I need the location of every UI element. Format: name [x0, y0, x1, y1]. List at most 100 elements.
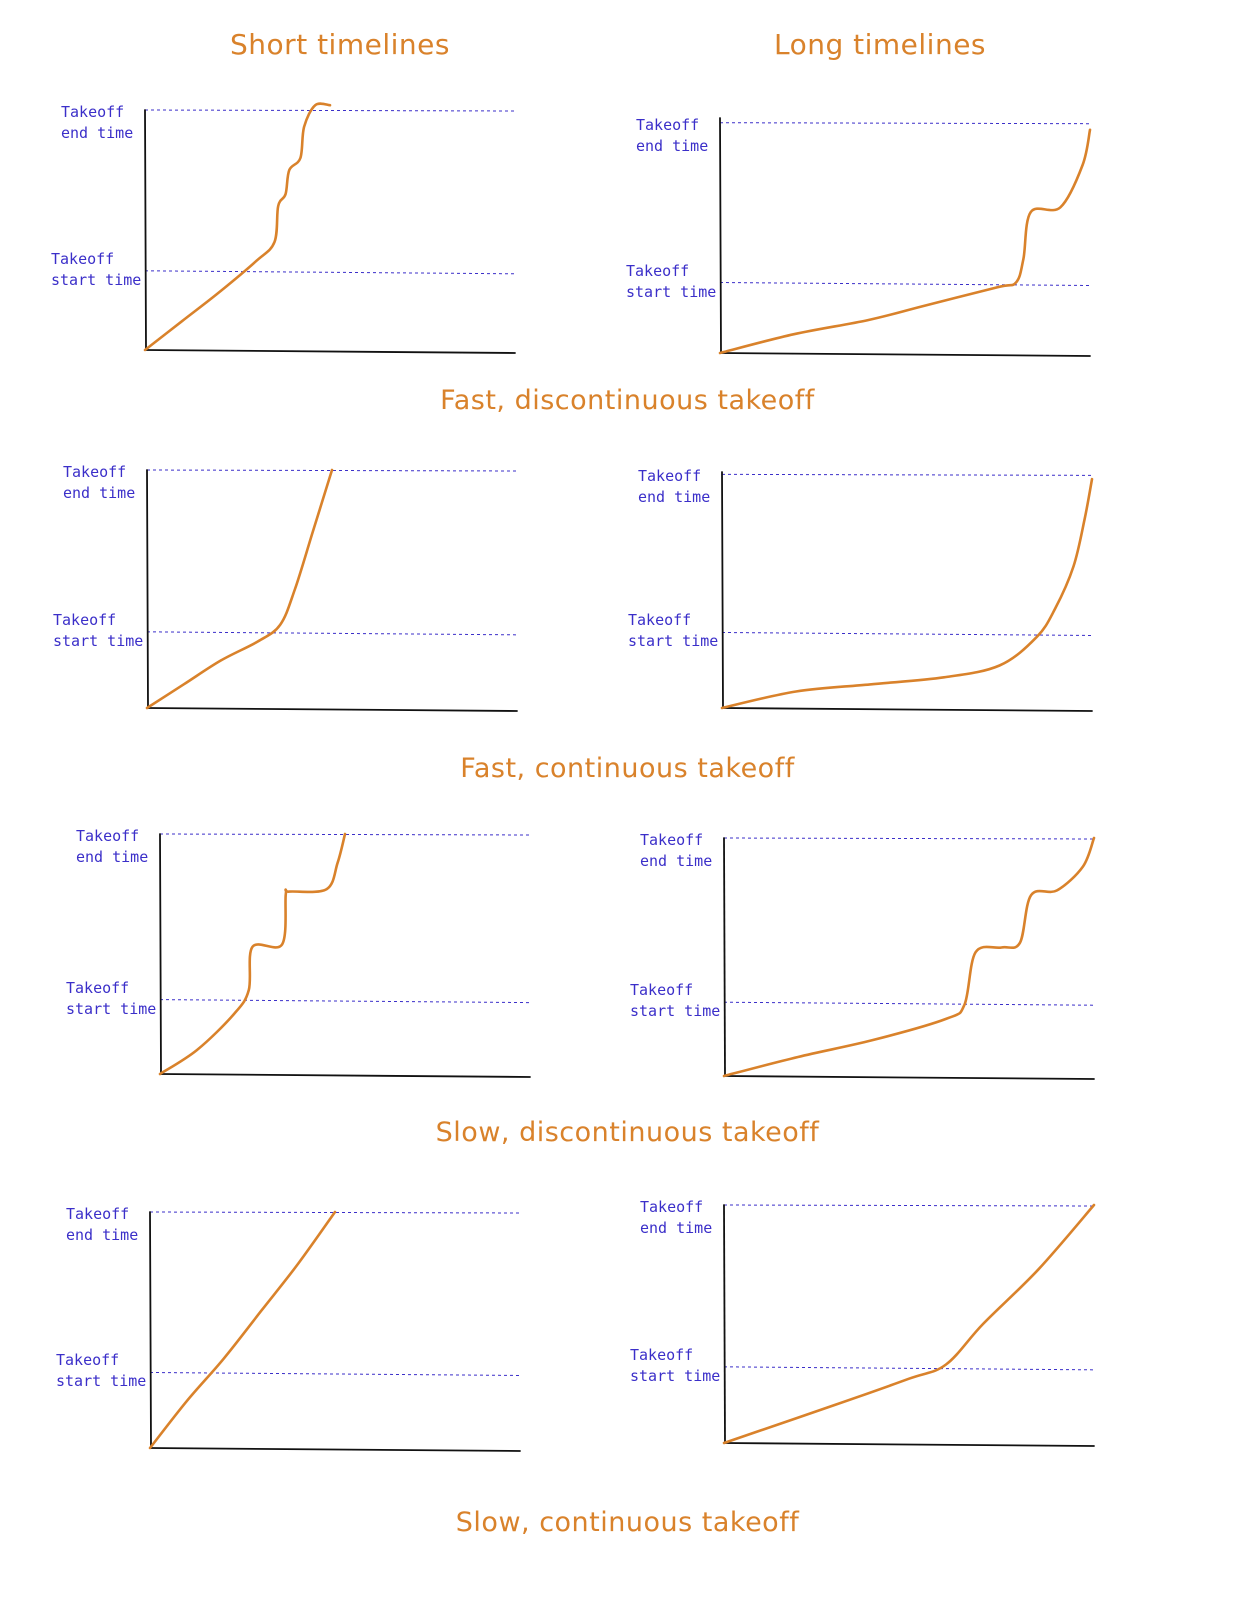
takeoff-curve	[718, 128, 1092, 355]
x-axis	[721, 707, 1093, 712]
label-line: start time	[53, 631, 144, 650]
takeoff-end-time-label: Takeoff end time	[640, 1197, 712, 1239]
takeoff-start-dashed-line	[723, 1366, 1095, 1371]
label-line: Takeoff	[51, 249, 115, 268]
takeoff-end-dashed-line	[719, 122, 1091, 125]
takeoff-start-time-label: Takeoff start time	[626, 261, 716, 303]
label-line: Takeoff	[626, 261, 690, 280]
takeoff-curve	[158, 832, 347, 1076]
takeoff-end-time-label: Takeoff end time	[640, 830, 712, 872]
y-axis	[146, 469, 149, 709]
column-header-long: Long timelines	[773, 28, 987, 61]
takeoff-start-time-label: Takeoff start time	[630, 1345, 720, 1387]
label-line: start time	[630, 1366, 721, 1385]
takeoff-start-time-label: Takeoff start time	[56, 1350, 146, 1392]
label-line: end time	[638, 488, 711, 507]
row-title-fast-discontinuous: Fast, discontinuous takeoff	[440, 385, 815, 416]
label-line: Takeoff	[66, 978, 130, 997]
x-axis	[144, 349, 516, 354]
takeoff-end-time-label: Takeoff end time	[61, 102, 133, 144]
y-axis	[723, 837, 726, 1077]
y-axis	[144, 109, 147, 351]
row-title-slow-discontinuous: Slow, discontinuous takeoff	[435, 1117, 820, 1148]
takeoff-end-dashed-line	[149, 1211, 521, 1214]
takeoff-end-time-label: Takeoff end time	[636, 115, 708, 157]
x-axis	[146, 707, 518, 712]
label-line: end time	[640, 852, 713, 870]
takeoff-end-time-label: Takeoff end time	[66, 1204, 138, 1246]
label-line: end time	[640, 1219, 713, 1237]
column-header-short: Short timelines	[230, 28, 450, 61]
takeoff-chart-3	[145, 468, 518, 712]
x-axis	[149, 1447, 521, 1452]
y-axis	[159, 833, 162, 1075]
takeoff-start-time-label: Takeoff start time	[53, 610, 143, 652]
x-axis	[723, 1075, 1095, 1080]
x-axis	[159, 1073, 531, 1078]
y-axis	[721, 471, 724, 709]
takeoff-chart-7	[148, 1210, 521, 1452]
takeoff-start-time-label: Takeoff start time	[628, 610, 718, 652]
takeoff-end-dashed-line	[721, 473, 1093, 476]
takeoff-curve	[722, 1203, 1096, 1445]
label-line: Takeoff	[53, 610, 117, 629]
label-line: Takeoff	[61, 103, 125, 121]
x-axis	[723, 1442, 1095, 1447]
label-line: start time	[66, 999, 157, 1018]
takeoff-end-dashed-line	[146, 469, 518, 472]
takeoff-start-time-label: Takeoff start time	[51, 249, 141, 291]
label-line: Takeoff	[76, 827, 140, 845]
takeoff-curve	[148, 1210, 337, 1450]
label-line: end time	[61, 124, 134, 142]
label-line: start time	[630, 1002, 721, 1021]
label-line: Takeoff	[56, 1351, 120, 1370]
takeoff-curve	[143, 102, 332, 352]
label-line: start time	[626, 282, 717, 301]
y-axis	[723, 1204, 726, 1444]
takeoff-chart-1	[143, 102, 516, 354]
takeoff-curve	[145, 468, 334, 710]
label-line: Takeoff	[63, 463, 127, 481]
takeoff-start-dashed-line	[723, 1001, 1095, 1006]
takeoff-end-dashed-line	[723, 837, 1095, 840]
takeoff-chart-8	[722, 1203, 1096, 1447]
label-line: end time	[66, 1226, 139, 1244]
takeoff-chart-2	[718, 117, 1092, 357]
takeoff-chart-5	[158, 832, 531, 1078]
label-line: start time	[51, 270, 142, 289]
takeoff-end-dashed-line	[144, 109, 516, 112]
takeoff-end-dashed-line	[159, 833, 531, 836]
takeoff-curve	[722, 836, 1096, 1078]
takeoff-chart-6	[722, 836, 1096, 1080]
label-line: end time	[636, 136, 709, 155]
takeoff-end-time-label: Takeoff end time	[63, 462, 135, 504]
takeoff-chart-4	[720, 471, 1094, 712]
row-title-slow-continuous: Slow, continuous takeoff	[455, 1507, 800, 1538]
label-line: Takeoff	[66, 1205, 130, 1223]
takeoff-start-dashed-line	[149, 1371, 521, 1376]
label-line: Takeoff	[628, 611, 692, 630]
label-line: end time	[76, 848, 149, 866]
takeoff-start-dashed-line	[721, 631, 1093, 636]
label-line: start time	[628, 632, 719, 651]
label-line: end time	[63, 484, 136, 502]
label-line: Takeoff	[636, 115, 700, 134]
label-line: start time	[56, 1372, 147, 1391]
label-line: Takeoff	[640, 831, 704, 849]
takeoff-start-dashed-line	[159, 999, 531, 1004]
takeoff-end-time-label: Takeoff end time	[76, 826, 148, 868]
takeoff-end-dashed-line	[723, 1204, 1095, 1207]
takeoff-curve	[720, 477, 1094, 710]
label-line: Takeoff	[640, 1198, 704, 1216]
row-title-fast-continuous: Fast, continuous takeoff	[460, 753, 795, 784]
takeoff-start-dashed-line	[144, 270, 516, 275]
takeoff-start-dashed-line	[719, 282, 1091, 286]
label-line: Takeoff	[630, 981, 694, 1000]
takeoff-start-dashed-line	[146, 631, 518, 636]
label-line: Takeoff	[638, 467, 702, 486]
takeoff-start-time-label: Takeoff start time	[66, 978, 156, 1020]
takeoff-end-time-label: Takeoff end time	[638, 466, 710, 508]
x-axis	[719, 352, 1091, 357]
y-axis	[719, 117, 722, 354]
takeoff-start-time-label: Takeoff start time	[630, 980, 720, 1022]
